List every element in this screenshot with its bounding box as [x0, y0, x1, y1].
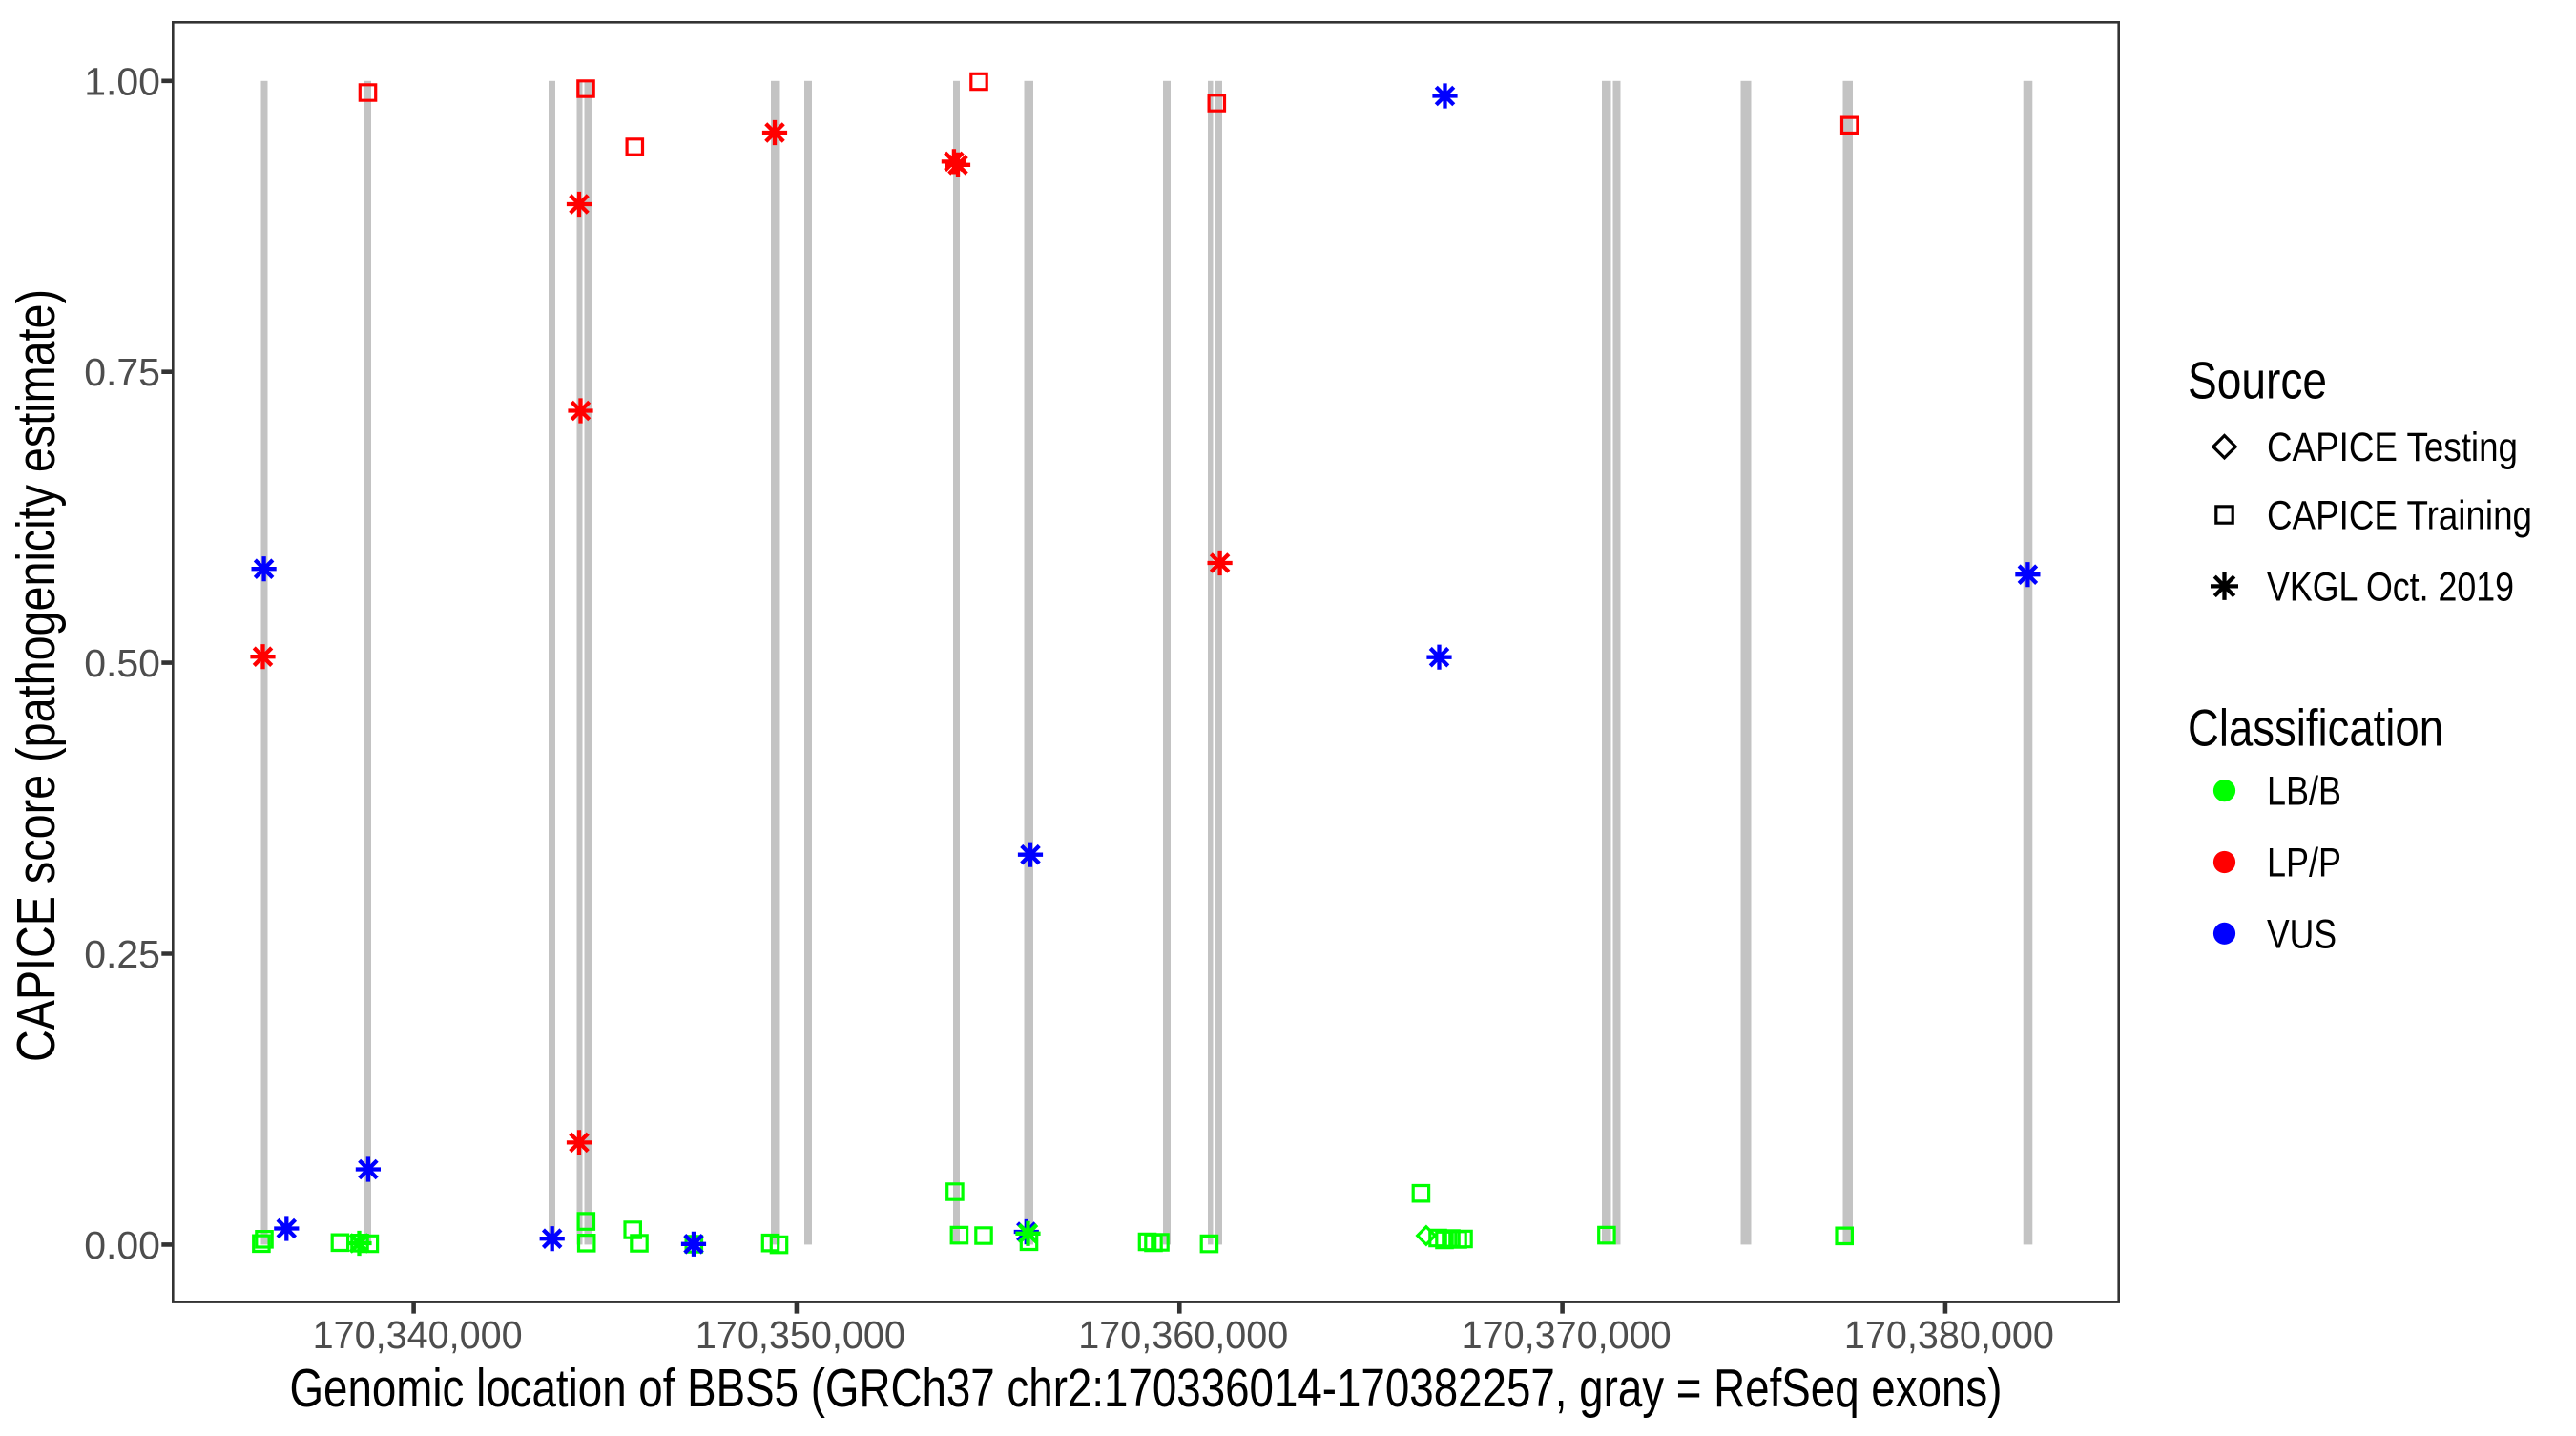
- svg-text:1.00: 1.00: [84, 59, 160, 103]
- svg-text:170,370,000: 170,370,000: [1462, 1313, 1672, 1357]
- svg-text:0.25: 0.25: [84, 932, 160, 976]
- svg-text:170,340,000: 170,340,000: [313, 1313, 523, 1357]
- svg-text:0.00: 0.00: [84, 1223, 160, 1267]
- svg-text:LB/B: LB/B: [2267, 769, 2341, 815]
- svg-text:Source: Source: [2188, 351, 2327, 410]
- svg-text:Classification: Classification: [2188, 698, 2443, 758]
- svg-text:CAPICE Training: CAPICE Training: [2267, 493, 2532, 539]
- svg-text:0.50: 0.50: [84, 641, 160, 685]
- svg-text:CAPICE Testing: CAPICE Testing: [2267, 425, 2518, 470]
- svg-text:LP/P: LP/P: [2267, 841, 2341, 886]
- svg-text:Genomic location of BBS5 (GRCh: Genomic location of BBS5 (GRCh37 chr2:17…: [290, 1358, 2003, 1419]
- svg-text:0.75: 0.75: [84, 350, 160, 394]
- svg-text:VKGL Oct. 2019: VKGL Oct. 2019: [2267, 564, 2514, 610]
- svg-text:CAPICE score (pathogenicity es: CAPICE score (pathogenicity estimate): [6, 289, 67, 1062]
- svg-text:170,380,000: 170,380,000: [1844, 1313, 2054, 1357]
- svg-text:170,350,000: 170,350,000: [696, 1313, 905, 1357]
- svg-text:170,360,000: 170,360,000: [1078, 1313, 1288, 1357]
- svg-text:VUS: VUS: [2267, 911, 2337, 957]
